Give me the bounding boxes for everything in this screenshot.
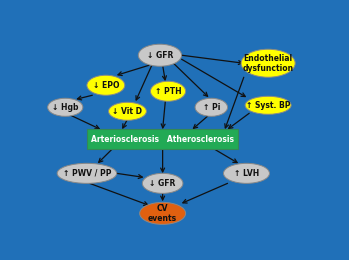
Text: ↑ PTH: ↑ PTH [155,87,181,96]
Text: Arteriosclerosis   Atherosclerosis: Arteriosclerosis Atherosclerosis [91,135,234,144]
Text: ↑ Syst. BP: ↑ Syst. BP [246,101,290,110]
Text: Endothelial
dysfunction: Endothelial dysfunction [243,54,294,73]
Ellipse shape [241,49,295,77]
Text: ↑ Pi: ↑ Pi [203,103,220,112]
Ellipse shape [150,81,186,101]
Text: CV
events: CV events [148,204,177,223]
Text: ↓ Vit D: ↓ Vit D [112,107,142,116]
Ellipse shape [48,98,83,116]
Ellipse shape [138,44,181,66]
Text: ↓ GFR: ↓ GFR [149,179,176,188]
Ellipse shape [109,102,147,120]
Ellipse shape [142,173,183,193]
FancyBboxPatch shape [87,129,238,149]
Ellipse shape [195,98,228,116]
Text: ↓ Hgb: ↓ Hgb [52,103,79,112]
Ellipse shape [87,75,125,95]
Ellipse shape [223,163,269,183]
Text: ↓ GFR: ↓ GFR [147,51,173,60]
Text: ↓ EPO: ↓ EPO [92,81,119,90]
Text: ↑ LVH: ↑ LVH [234,169,259,178]
Ellipse shape [57,163,117,183]
Ellipse shape [245,96,291,114]
Text: ↑ PWV / PP: ↑ PWV / PP [63,169,111,178]
Ellipse shape [140,202,186,224]
